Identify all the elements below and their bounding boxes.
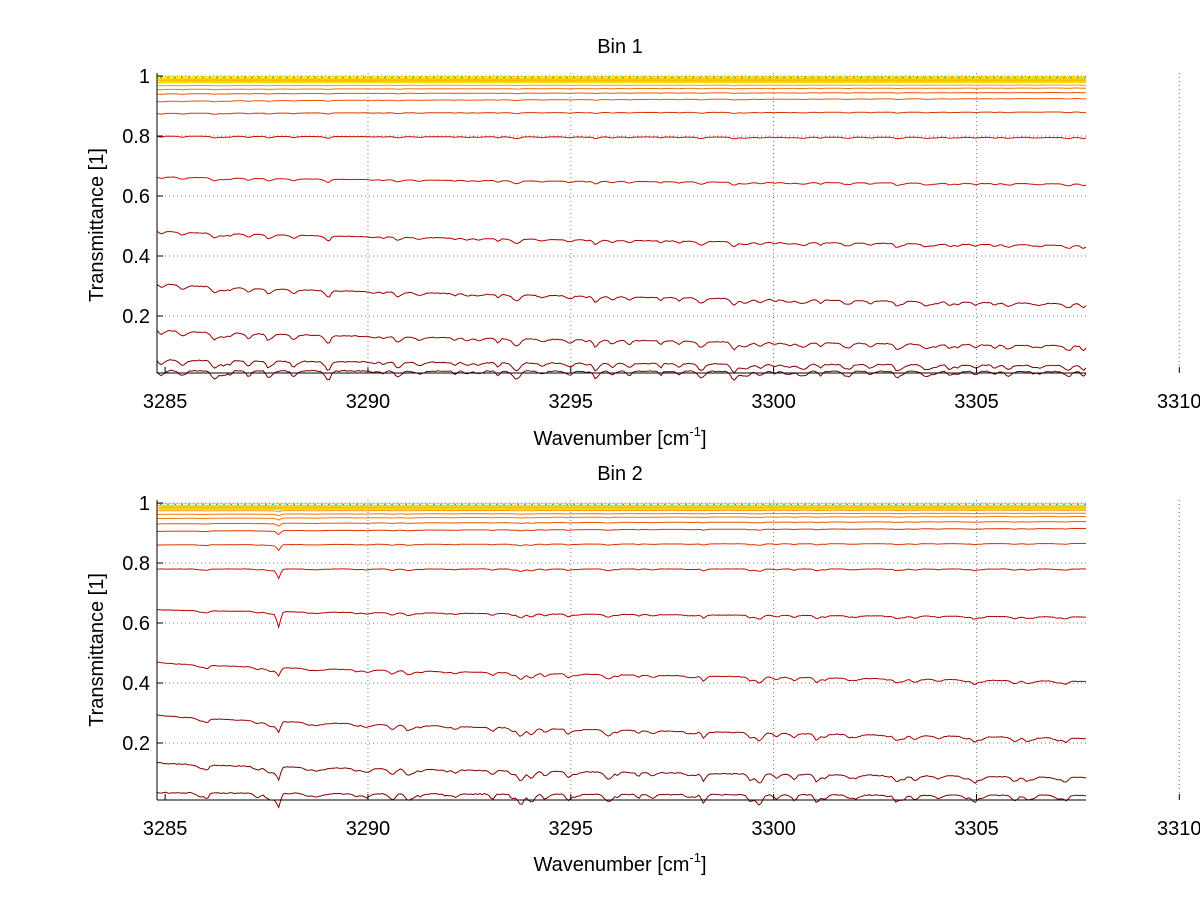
y-tick-label-bin-1: 0.2 <box>122 306 150 328</box>
x-tick-label-bin-1: 3310 <box>1157 391 1200 413</box>
chart-title-bin-2: Bin 2 <box>597 463 643 485</box>
x-axis-label-text-bin-2: Wavenumber [cm <box>533 854 689 876</box>
y-tick-label-bin-1: 0.4 <box>122 246 150 268</box>
chart-panel-bin-2: Bin 2 Transmittance [1] Wavenumber [cm-1… <box>86 463 1200 876</box>
x-tick-label-bin-2: 3295 <box>549 818 594 840</box>
chart-title-bin-1: Bin 1 <box>597 36 643 58</box>
x-tick-label-bin-2: 3310 <box>1157 818 1200 840</box>
series-line-bin-1 <box>156 111 1087 115</box>
series-line-bin-2 <box>156 521 1086 527</box>
plot-area-bin-1: 3285 3290 3295 3300 3305 3310 0.2 0.4 0.6 0.8 1 <box>122 66 1200 413</box>
y-tick-label-bin-1: 0.6 <box>122 186 150 208</box>
series-line-bin-1 <box>156 87 1087 91</box>
x-tick-label-bin-1: 3295 <box>549 391 594 413</box>
series-line-bin-2 <box>157 509 1086 513</box>
x-tick-label-bin-2: 3285 <box>143 818 188 840</box>
series-line-bin-2 <box>156 761 1087 784</box>
y-tick-label-bin-2: 1 <box>139 493 150 515</box>
series-line-bin-1 <box>157 84 1087 87</box>
series-line-bin-1 <box>156 135 1087 140</box>
x-tick-label-bin-1: 3290 <box>346 391 391 413</box>
y-tick-label-bin-1: 1 <box>139 66 150 88</box>
series-line-bin-1 <box>156 91 1087 95</box>
x-tick-label-bin-2: 3300 <box>751 818 796 840</box>
plot-area-bin-2: 3285 3290 3295 3300 3305 3310 0.2 0.4 0.6 0.8 1 <box>122 493 1200 840</box>
series-line-bin-1 <box>156 369 1087 381</box>
x-tick-label-bin-2: 3305 <box>954 818 999 840</box>
x-axis-label-text-bin-1: Wavenumber [cm <box>533 428 689 450</box>
series-line-bin-1 <box>156 98 1087 103</box>
x-axis-label-bin-1: Wavenumber [cm-1] <box>533 424 706 450</box>
y-tick-label-bin-2: 0.6 <box>122 613 150 635</box>
y-tick-label-bin-2: 0.2 <box>122 733 150 755</box>
y-axis-label-bin-2: Transmittance [1] <box>86 573 108 727</box>
series-line-bin-2 <box>156 608 1086 630</box>
x-axis-label-suffix-bin-1: ] <box>701 428 707 450</box>
series-line-bin-1 <box>156 176 1087 187</box>
y-tick-label-bin-2: 0.8 <box>122 553 150 575</box>
x-tick-label-bin-1: 3300 <box>751 391 796 413</box>
x-tick-label-bin-1: 3305 <box>954 391 999 413</box>
chart-panel-bin-1: Bin 1 Transmittance [1] Wavenumber [cm-1… <box>86 36 1200 450</box>
y-axis-label-bin-1: Transmittance [1] <box>86 148 108 302</box>
x-tick-label-bin-1: 3285 <box>143 391 188 413</box>
series-line-bin-2 <box>156 528 1086 536</box>
series-line-bin-2 <box>157 542 1086 552</box>
series-line-bin-2 <box>156 791 1087 809</box>
x-axis-label-sup-bin-1: -1 <box>689 424 701 439</box>
series-line-bin-2 <box>156 714 1087 744</box>
x-tick-label-bin-2: 3290 <box>346 818 391 840</box>
y-tick-label-bin-2: 0.4 <box>122 673 150 695</box>
series-line-bin-1 <box>156 283 1087 309</box>
series-line-bin-1 <box>156 359 1087 374</box>
x-axis-label-sup-bin-2: -1 <box>689 850 701 865</box>
y-tick-label-bin-1: 0.8 <box>122 126 150 148</box>
series-line-bin-2 <box>157 512 1086 517</box>
x-axis-label-suffix-bin-2: ] <box>701 854 707 876</box>
series-line-bin-2 <box>156 661 1087 685</box>
x-axis-label-bin-2: Wavenumber [cm-1] <box>533 850 706 876</box>
series-line-bin-2 <box>156 568 1087 580</box>
series-line-bin-1 <box>156 230 1087 249</box>
series-line-bin-2 <box>156 515 1086 521</box>
series-line-bin-1 <box>156 330 1087 352</box>
